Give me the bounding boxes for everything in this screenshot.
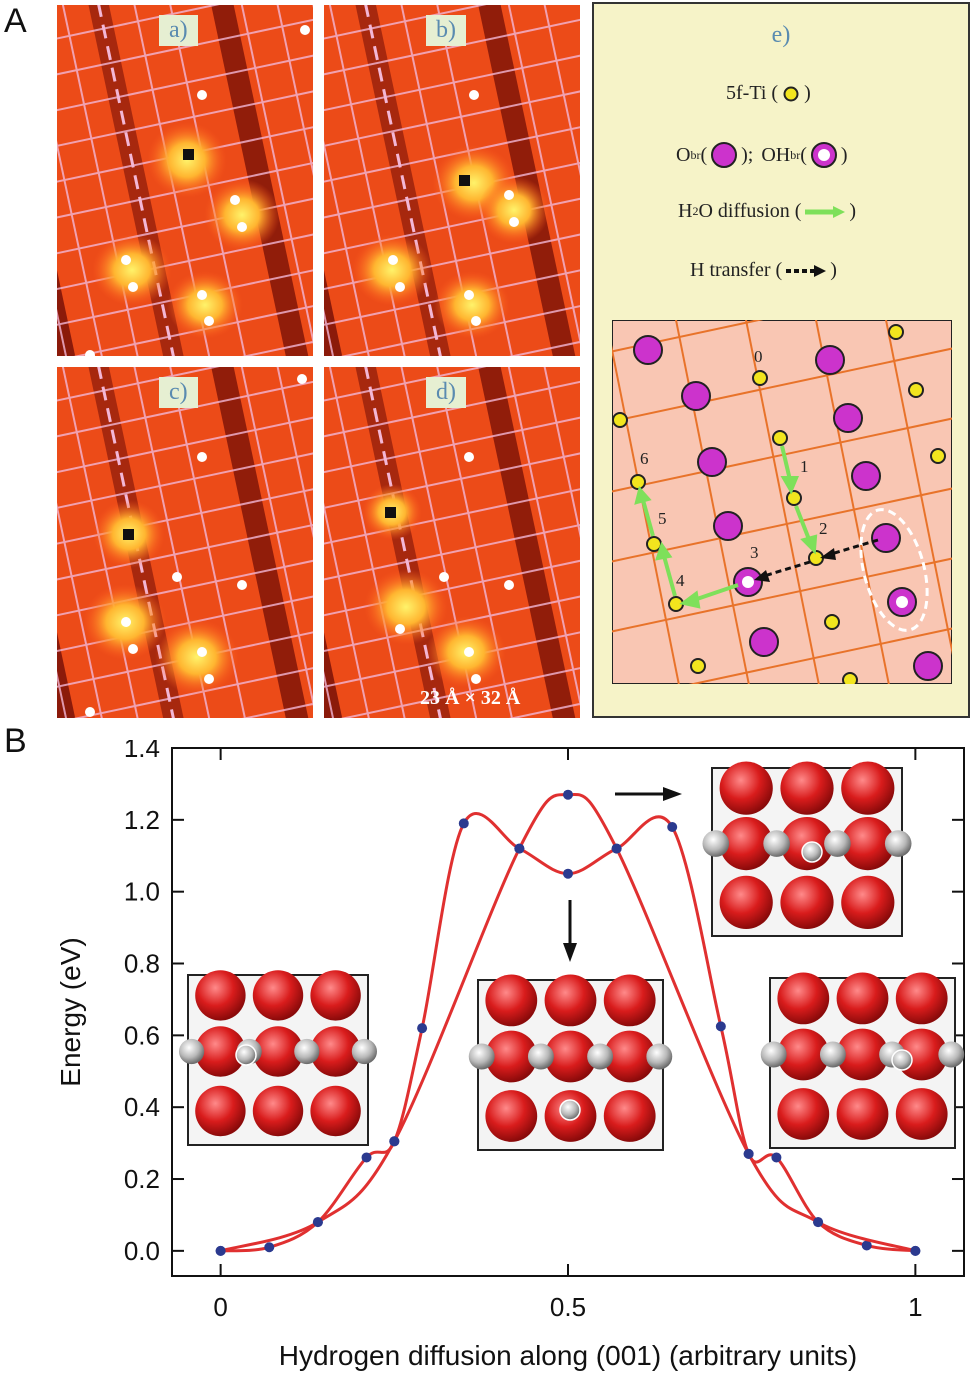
data-point — [563, 868, 573, 879]
legend-ohbr-close: ) — [840, 143, 848, 166]
green-arrow-icon — [805, 205, 846, 218]
legend-ti-label: 5f-Ti ( — [726, 82, 779, 104]
site-number-3: 3 — [750, 543, 759, 562]
dashed-arrow-icon — [786, 264, 827, 277]
x-tick-label: 1 — [908, 1292, 922, 1322]
stm-label: a) — [159, 15, 198, 46]
y-tick-label: 0.6 — [124, 1020, 160, 1050]
energy-chart: 0.0 0.2 0.4 0.6 0.8 1.0 1.2 1.4 0 0.5 1 Energy (eV… — [55, 740, 965, 1371]
ti-atoms — [612, 324, 946, 684]
data-point — [910, 1245, 921, 1256]
structure-inset-saddle — [468, 974, 673, 1151]
y-tick-label: 1.4 — [124, 740, 160, 763]
legend-ohbr-mid: ( — [800, 143, 807, 166]
legend-h2o-close: ) — [849, 200, 857, 222]
data-point — [861, 1240, 872, 1251]
stm-image-b: b) — [324, 5, 580, 356]
site-number-5: 5 — [658, 509, 667, 528]
legend-ti: 5f-Ti ( ) — [726, 82, 811, 105]
down-arrow-head — [563, 943, 577, 962]
scale-bar-label: 23 Å × 32 Å — [420, 687, 521, 709]
legend-h2o-rest: O diffusion ( — [698, 200, 802, 222]
stm-label: d) — [426, 377, 466, 408]
lattice-diagram: 0 1 2 3 4 5 6 — [612, 320, 952, 684]
data-point — [563, 789, 573, 800]
legend-title: e) — [771, 22, 791, 48]
y-tick-label: 1.2 — [124, 805, 160, 835]
site-number-6: 6 — [640, 449, 649, 468]
data-point — [514, 843, 525, 854]
y-tick-label: 0.8 — [124, 949, 160, 979]
data-point — [417, 1023, 428, 1034]
structure-inset-final — [760, 972, 965, 1149]
structure-inset-initial — [179, 970, 377, 1146]
data-point — [771, 1152, 782, 1163]
data-point — [458, 818, 469, 829]
data-point — [312, 1217, 323, 1228]
stm-image-d: d) 23 Å × 32 Å — [324, 367, 580, 718]
legend-obr-mid: ( — [700, 143, 708, 166]
legend-h2o-label: H — [678, 200, 693, 222]
site-number-4: 4 — [676, 571, 685, 590]
y-axis-label: Energy (eV) — [55, 937, 86, 1086]
stm-image-a: a) — [57, 5, 313, 356]
site-number-0: 0 — [754, 347, 763, 366]
legend-htransfer: H transfer ( ) — [690, 259, 837, 282]
legend-ohbr-sub: br — [790, 147, 801, 162]
legend-h2o: H 2 O diffusion ( ) — [678, 200, 856, 223]
data-point — [611, 843, 622, 854]
legend-ti-close: ) — [804, 82, 811, 104]
data-point — [264, 1242, 275, 1253]
data-point — [215, 1245, 226, 1256]
legend-obr: O br ( ); OH br ( ) — [676, 140, 848, 170]
panel-a-letter: A — [4, 2, 27, 40]
data-point — [743, 1148, 754, 1159]
y-tick-label: 1.0 — [124, 877, 160, 907]
ti-atom-icon — [783, 86, 799, 101]
legend-obr-label: O — [676, 143, 691, 166]
legend-obr-sub: br — [690, 147, 701, 162]
y-tick-label: 0.2 — [124, 1164, 160, 1194]
data-point — [667, 822, 678, 833]
site-number-2: 2 — [819, 519, 828, 538]
legend-panel: e) 5f-Ti ( ) O br ( ); OH br ( ) H 2 O d… — [592, 2, 970, 718]
y-tick-label: 0.4 — [124, 1092, 160, 1122]
data-point — [715, 1021, 726, 1032]
obr-atoms — [633, 335, 943, 681]
stm-label: c) — [159, 377, 198, 408]
data-point — [389, 1136, 400, 1147]
panel-b-letter: B — [4, 722, 27, 760]
ohbr-atom-icon — [810, 142, 837, 168]
stm-image-c: c) — [57, 367, 313, 718]
x-tick-label: 0.5 — [550, 1292, 586, 1322]
structure-inset-top — [702, 761, 912, 937]
x-axis-label: Hydrogen diffusion along (001) (arbitrar… — [279, 1340, 857, 1371]
legend-ohbr-label: OH — [761, 143, 791, 166]
right-arrow-head — [663, 787, 682, 801]
legend-htransfer-label: H transfer ( — [690, 259, 783, 281]
stm-label: b) — [426, 15, 466, 46]
data-point — [813, 1217, 824, 1228]
data-point — [361, 1152, 372, 1163]
legend-obr-close: ); — [741, 143, 754, 166]
legend-h2o-sub: 2 — [692, 204, 699, 218]
legend-htransfer-close: ) — [830, 259, 837, 281]
x-tick-label: 0 — [213, 1292, 227, 1322]
y-tick-label: 0.0 — [124, 1236, 160, 1266]
obr-atom-icon — [711, 142, 738, 168]
site-number-1: 1 — [800, 457, 809, 476]
